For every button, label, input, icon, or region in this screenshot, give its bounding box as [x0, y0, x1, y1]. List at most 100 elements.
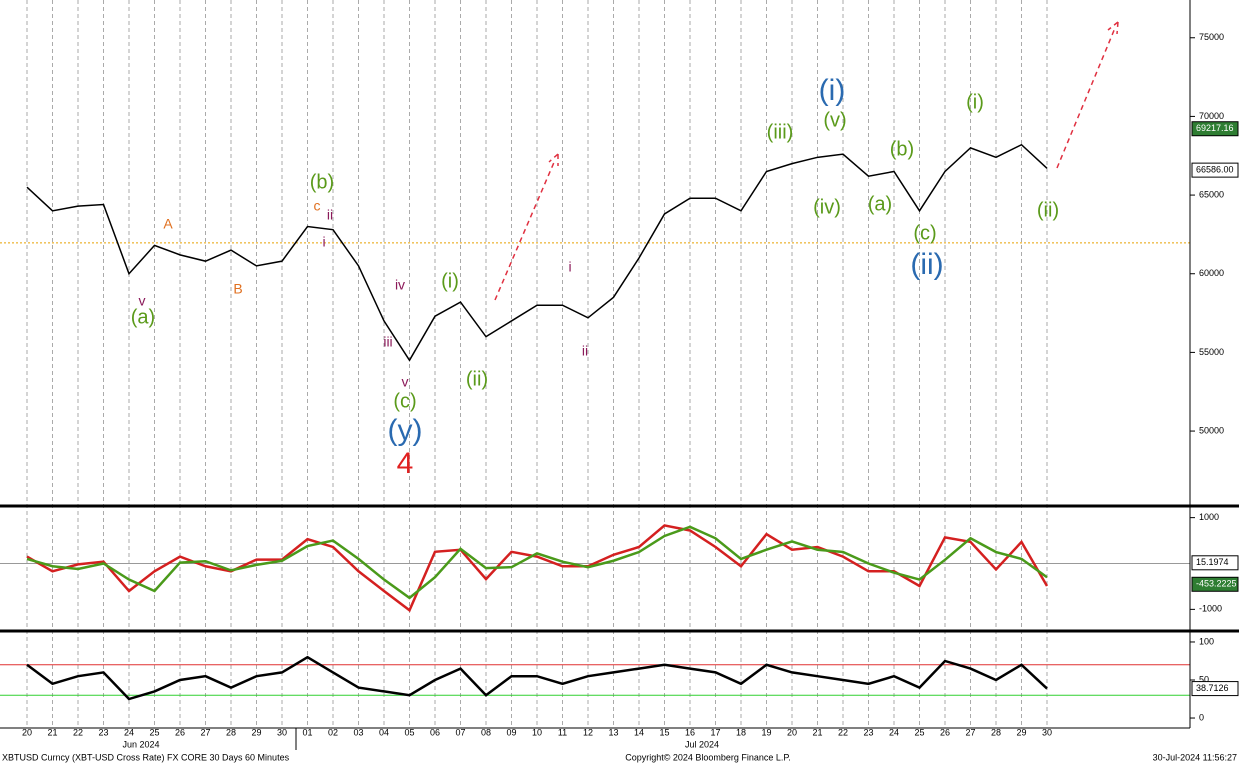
wave-label: ii [327, 207, 333, 223]
series-line [26, 524, 1049, 613]
footer-right: 30-Jul-2024 11:56:27 [1153, 752, 1237, 762]
grid [0, 0, 1190, 728]
x-tick-label: 15 [659, 727, 669, 737]
projection-arrow [1056, 21, 1119, 169]
wave-label: c [314, 198, 321, 214]
footer-center: Copyright© 2024 Bloomberg Finance L.P. [625, 752, 791, 762]
value-tag-label: 15.1974 [1196, 557, 1229, 567]
wave-label: (i) [441, 270, 459, 292]
value-tag [1191, 681, 1239, 697]
y-tick-label: 100 [1199, 636, 1214, 646]
wave-label: (i) [819, 74, 846, 107]
value-tag [1191, 576, 1239, 592]
x-tick-label: 20 [22, 727, 32, 737]
wave-label: (iv) [813, 196, 841, 218]
x-tick-label: 08 [481, 727, 491, 737]
x-tick-label: 24 [124, 727, 134, 737]
y-tick-label: 50 [1199, 674, 1209, 684]
wave-label: i [568, 259, 571, 275]
x-tick-label: 30 [277, 727, 287, 737]
wave-label: i [322, 234, 325, 250]
y-tick-label: 0 [1199, 712, 1204, 722]
x-tick-label: 26 [940, 727, 950, 737]
value-tag-label: 38.7126 [1196, 683, 1229, 693]
x-tick-label: 09 [506, 727, 516, 737]
y-tick-label: 70000 [1199, 111, 1224, 121]
y-tick-label: 50000 [1199, 425, 1224, 435]
x-tick-label: 17 [710, 727, 720, 737]
x-tick-label: 28 [226, 727, 236, 737]
x-tick-label: 25 [149, 727, 159, 737]
x-tick-label: 20 [787, 727, 797, 737]
wave-label: (c) [913, 222, 936, 244]
wave-label: (i) [966, 91, 984, 113]
y-tick-label: 55000 [1199, 347, 1224, 357]
value-tag-label: 69217.16 [1196, 123, 1234, 133]
value-tag [1191, 162, 1239, 178]
value-tag [1191, 121, 1239, 137]
series-line [26, 143, 1048, 362]
wave-label: (ii) [1037, 199, 1059, 221]
y-tick-label: 75000 [1199, 32, 1224, 42]
wave-label: (v) [823, 109, 846, 131]
x-tick-label: 24 [889, 727, 899, 737]
wave-label: (a) [868, 193, 892, 215]
x-tick-label: 04 [379, 727, 389, 737]
wave-label: A [163, 216, 173, 232]
wave-label: v [402, 374, 409, 390]
y-tick-label: 1000 [1199, 512, 1219, 522]
x-tick-label: 27 [965, 727, 975, 737]
y-tick-label: 65000 [1199, 189, 1224, 199]
projection-arrow [494, 153, 559, 301]
wave-label: iii [383, 334, 392, 350]
x-tick-label: 18 [736, 727, 746, 737]
x-tick-label: 06 [430, 727, 440, 737]
x-tick-label: 22 [838, 727, 848, 737]
value-tag-label: -453.2225 [1196, 579, 1237, 589]
x-tick-label: 11 [558, 727, 567, 737]
x-tick-label: 19 [761, 727, 771, 737]
x-tick-label: 30 [1042, 727, 1052, 737]
x-tick-label: 12 [583, 727, 593, 737]
wave-label: (b) [890, 138, 914, 160]
wave-label: (c) [393, 390, 416, 412]
plot [26, 143, 1049, 701]
wave-label: (b) [310, 171, 334, 193]
x-tick-label: 07 [455, 727, 465, 737]
x-tick-label: 27 [200, 727, 210, 737]
x-tick-label: 02 [328, 727, 338, 737]
y-tick-label: -1000 [1199, 604, 1222, 614]
wave-label: v [139, 293, 146, 309]
x-tick-label: 23 [98, 727, 108, 737]
wave-label: (ii) [910, 248, 943, 281]
y-tick-label: 60000 [1199, 268, 1224, 278]
x-tick-label: 29 [1016, 727, 1026, 737]
wave-label: (ii) [466, 368, 488, 390]
x-tick-label: 03 [353, 727, 363, 737]
x-tick-label: 29 [251, 727, 261, 737]
wave-label: (y) [388, 414, 423, 447]
value-tag [1191, 555, 1239, 571]
wave-label: 4 [397, 447, 414, 480]
wave-label: (iii) [767, 121, 794, 143]
footer-left: XBTUSD Curncy (XBT-USD Cross Rate) FX CO… [2, 752, 290, 762]
value-tag-label: 66586.00 [1196, 165, 1234, 175]
wave-label: ii [582, 343, 588, 359]
series-line [26, 525, 1048, 600]
wave-label: (a) [131, 306, 155, 328]
month-label: Jun 2024 [122, 739, 159, 749]
x-tick-label: 13 [608, 727, 618, 737]
x-tick-label: 22 [73, 727, 83, 737]
x-tick-label: 21 [47, 727, 57, 737]
x-tick-label: 28 [991, 727, 1001, 737]
x-tick-label: 21 [812, 727, 822, 737]
x-tick-label: 01 [302, 727, 312, 737]
wave-label: iv [395, 277, 405, 293]
x-tick-label: 25 [914, 727, 924, 737]
x-tick-label: 05 [404, 727, 414, 737]
x-tick-label: 23 [863, 727, 873, 737]
series-line [26, 655, 1048, 701]
x-tick-label: 16 [685, 727, 695, 737]
